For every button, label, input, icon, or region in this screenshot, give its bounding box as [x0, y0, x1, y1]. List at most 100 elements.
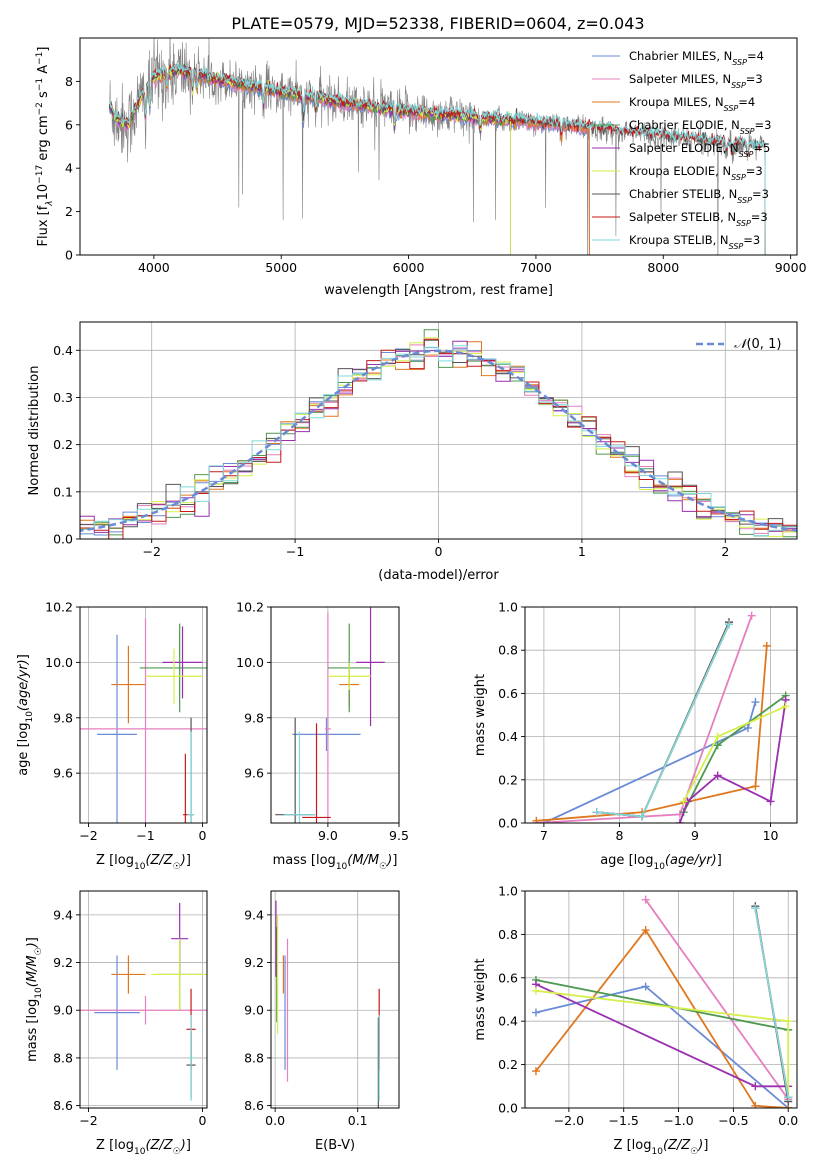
x-tick-label: 0.0	[265, 1113, 285, 1128]
y-tick-label: 9.4	[53, 907, 73, 922]
axes-frame	[270, 890, 400, 1109]
y-tick-label: 1.0	[498, 600, 518, 615]
plot-area	[531, 895, 793, 1108]
y-axis-label: mass weight	[473, 674, 488, 756]
weight-line-kroupa-miles	[536, 645, 768, 822]
weight-point-salpeter-miles	[641, 895, 650, 904]
weight-point-salpeter-elodie	[766, 797, 775, 806]
y-tick-label: 8	[65, 74, 73, 89]
axes-frame	[79, 890, 208, 1109]
x-tick-label: 7000	[520, 260, 552, 275]
x-tick-label: 9.5	[389, 828, 409, 843]
weight-point-salpeter-elodie	[675, 819, 684, 823]
x-tick-label: 6000	[393, 260, 425, 275]
y-tick-label: 10.0	[236, 655, 264, 670]
legend-label: 𝒩(0, 1)	[734, 337, 781, 352]
x-axis-label: Z [log10(Z/Z☉)]	[614, 1138, 709, 1157]
panel-mass-vs-EBV: 0.0 0.1 8.6 8.8 9.0 9.2 9.4 E(B-V)	[244, 890, 400, 1153]
x-axis-label: mass [log10(M/M☉)]	[273, 853, 398, 872]
x-axis-label: E(B-V)	[315, 1138, 355, 1153]
weight-point-kroupa-miles	[641, 926, 650, 935]
y-tick-label: 9.6	[53, 766, 73, 781]
y-tick-label: 8.6	[244, 1098, 264, 1113]
weight-point-chabrier-miles	[743, 723, 752, 732]
y-tick-label: 0.1	[53, 484, 73, 499]
x-tick-label: 4000	[138, 260, 170, 275]
axes-frame	[79, 606, 208, 824]
x-tick-label: 7	[540, 828, 548, 843]
model-spectrum-kroupa-stelib	[108, 63, 766, 255]
legend-label: Salpeter ELODIE, NSSP=5	[629, 141, 770, 159]
x-tick-label: −2	[142, 544, 160, 559]
weight-point-kroupa-miles	[751, 782, 760, 791]
weight-line-chabrier-elodie	[535, 979, 789, 1031]
y-tick-label: 0.0	[498, 816, 518, 831]
weight-line-salpeter-elodie	[679, 699, 787, 823]
x-tick-label: −1	[286, 544, 304, 559]
weight-point-chabrier-elodie	[713, 741, 722, 750]
weight-point-kroupa-stelib	[751, 904, 760, 913]
y-tick-label: 6	[65, 117, 73, 132]
plot-area	[80, 902, 207, 1101]
x-tick-label: 9.0	[318, 828, 338, 843]
x-tick-label: 2	[721, 544, 729, 559]
plot-area	[532, 611, 790, 823]
y-tick-label: 0.8	[498, 927, 518, 942]
weight-point-kroupa-miles	[751, 1101, 760, 1108]
x-tick-label: −2	[79, 828, 97, 843]
legend-label: Kroupa MILES, NSSP=4	[629, 95, 755, 113]
panel-age-vs-Z: −2 −1 0 9.6 9.8 10.0 10.2 Z [log10(Z/Z☉)] age [l…	[16, 600, 208, 872]
legend-label: Salpeter STELIB, NSSP=3	[629, 210, 768, 228]
weight-point-salpeter-elodie	[751, 1082, 760, 1091]
weight-point-kroupa-elodie	[679, 797, 688, 806]
y-tick-label: 9.0	[244, 1003, 264, 1018]
histogram-kroupa-elodie	[80, 337, 797, 539]
plot-area	[80, 329, 797, 539]
x-tick-label: −2.0	[554, 1113, 584, 1128]
x-tick-label: −1.5	[609, 1113, 639, 1128]
y-tick-label: 9.8	[244, 710, 264, 725]
x-axis-label: Z [log10(Z/Z☉)]	[96, 1138, 191, 1157]
weight-line-salpeter-miles	[644, 899, 789, 1100]
weight-point-kroupa-miles	[531, 1067, 540, 1076]
y-tick-label: 9.2	[53, 955, 73, 970]
x-axis-label: Z [log10(Z/Z☉)]	[96, 853, 191, 872]
x-tick-label: 0	[435, 544, 443, 559]
x-axis-label: age [log10(age/yr)]	[600, 853, 722, 872]
weight-line-chabrier-stelib	[596, 621, 730, 818]
x-tick-label: 0	[198, 828, 206, 843]
legend-label: Chabrier MILES, NSSP=4	[629, 49, 764, 67]
weight-point-kroupa-miles	[532, 816, 541, 823]
plot-area	[275, 607, 385, 823]
weight-point-chabrier-miles	[641, 982, 650, 991]
weight-point-kroupa-elodie	[531, 986, 540, 995]
legend-label: Salpeter MILES, NSSP=3	[629, 72, 763, 90]
weight-line-kroupa-miles	[535, 928, 789, 1108]
y-axis-label: age [log10(age/yr)]	[16, 654, 35, 776]
y-tick-label: 10.0	[45, 655, 73, 670]
x-tick-label: 9	[691, 828, 699, 843]
weight-point-kroupa-stelib	[638, 812, 647, 821]
plot-area	[80, 618, 207, 823]
y-tick-label: 0.2	[498, 1057, 518, 1072]
y-tick-label: 0.0	[53, 532, 73, 547]
y-tick-label: 4	[65, 161, 73, 176]
y-tick-label: 0.3	[53, 390, 73, 405]
weight-point-chabrier-miles	[531, 1008, 540, 1017]
x-tick-label: −1.0	[663, 1113, 693, 1128]
y-tick-label: 9.4	[244, 907, 264, 922]
y-tick-label: 9.0	[53, 1003, 73, 1018]
weight-line-chabrier-miles	[543, 701, 757, 823]
histogram-salpeter-stelib	[80, 338, 797, 539]
x-tick-label: 10	[763, 828, 779, 843]
weight-point-kroupa-stelib	[784, 1093, 793, 1102]
x-tick-label: 0.0	[778, 1113, 798, 1128]
x-tick-label: −1	[136, 828, 154, 843]
figure-title: PLATE=0579, MJD=52338, FIBERID=0604, z=0…	[231, 14, 644, 33]
model-spectrum-chabrier-stelib	[108, 63, 766, 255]
weight-point-kroupa-elodie	[713, 732, 722, 741]
y-axis-label: Normed distribution	[27, 366, 42, 496]
x-tick-label: 8000	[647, 260, 679, 275]
panel-residuals: −2 −1 0 1 2 0.0 0.1 0.2 0.3 0.4 (data-model)/error…	[27, 321, 798, 583]
